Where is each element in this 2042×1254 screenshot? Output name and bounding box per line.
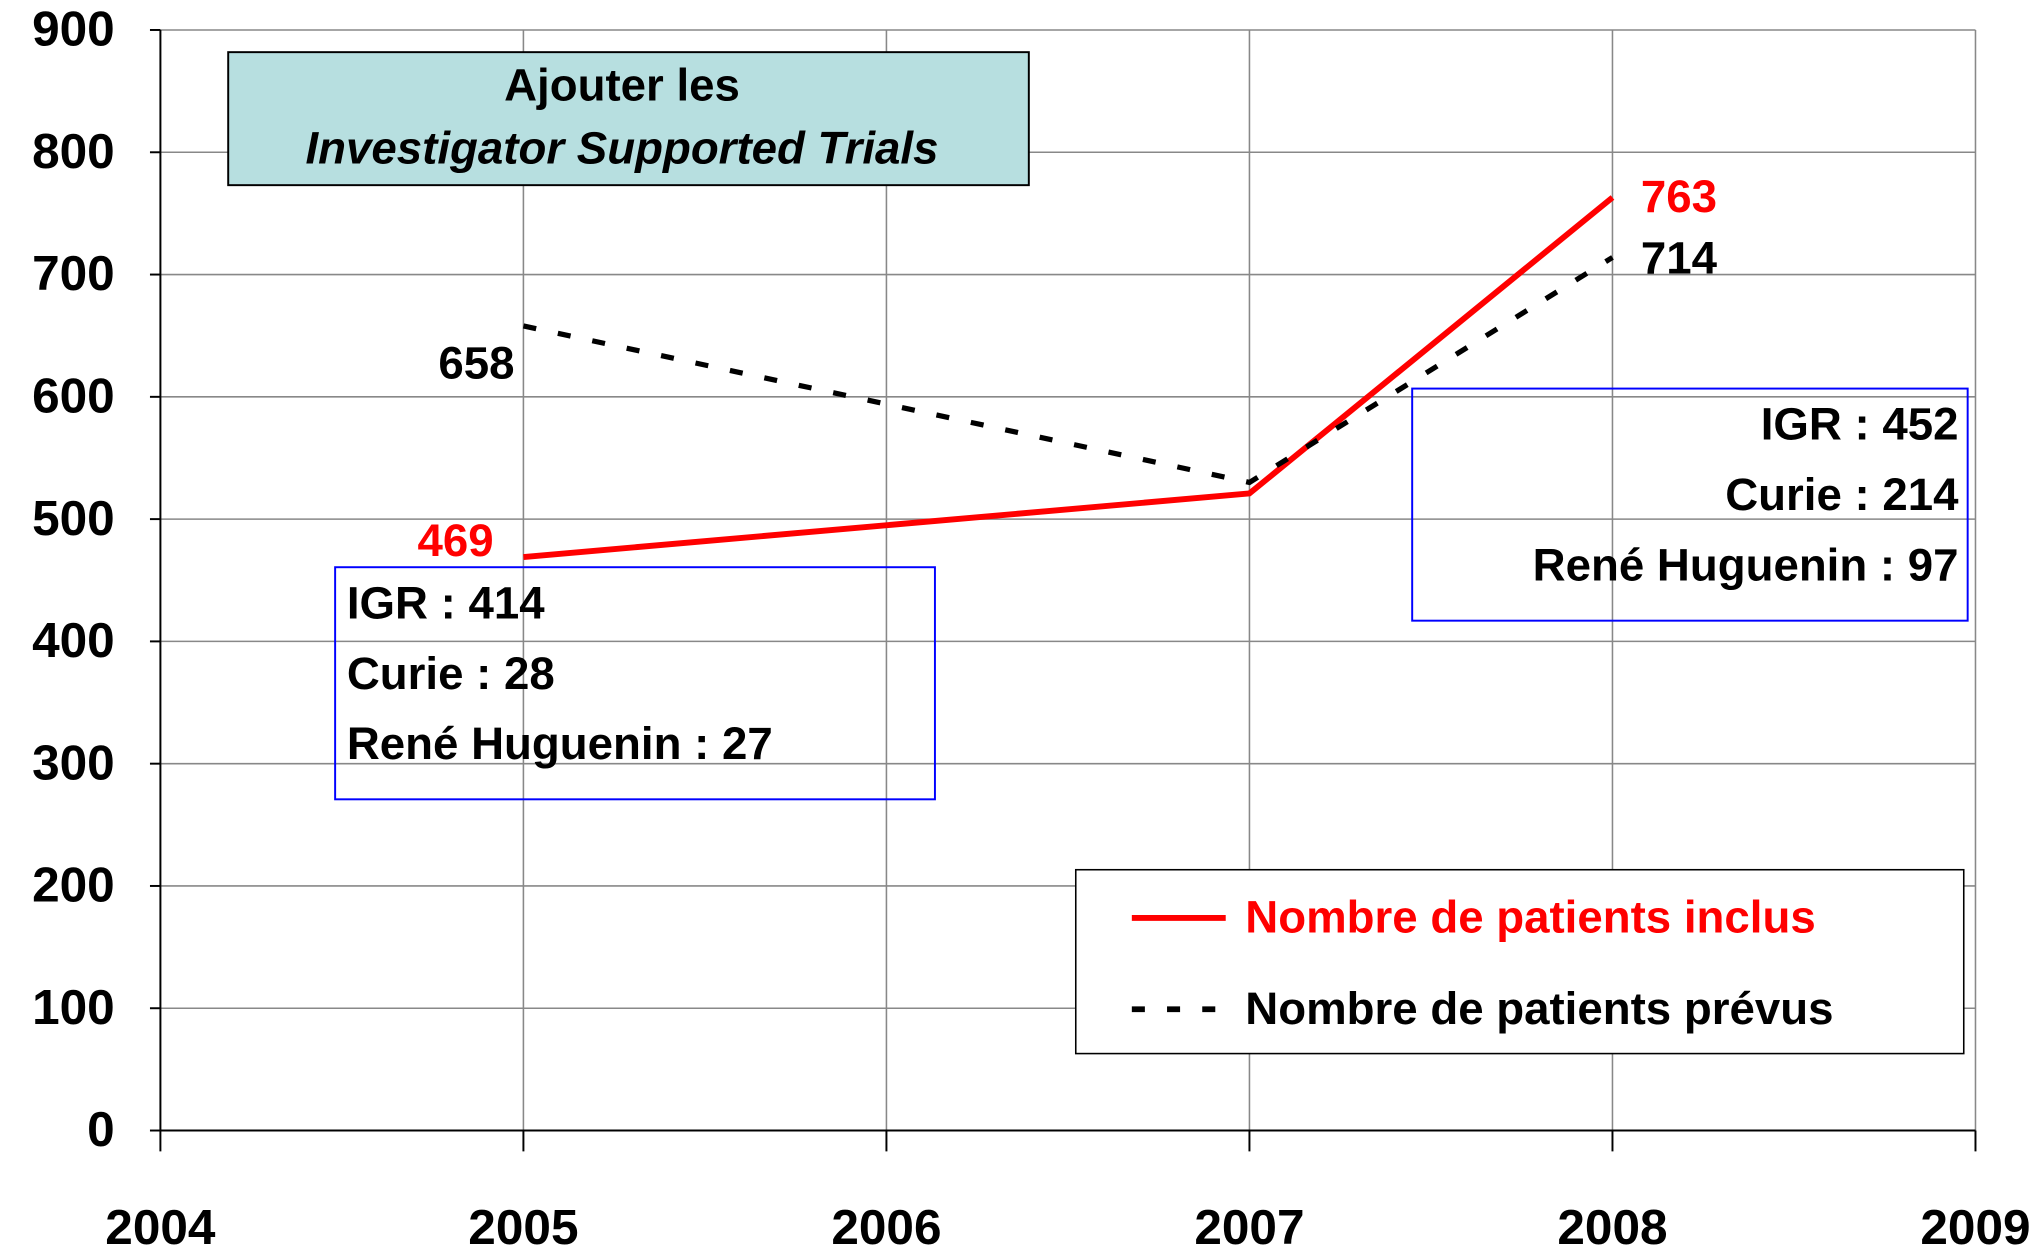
data-label: 763 (1641, 171, 1717, 222)
y-tick-label: 400 (32, 613, 115, 668)
annotation-text: IGR : 452 (1761, 399, 1959, 450)
y-tick-label: 900 (32, 2, 115, 57)
legend-label: Nombre de patients prévus (1245, 983, 1833, 1034)
series-line (522, 255, 1614, 486)
y-tick-label: 0 (87, 1102, 115, 1157)
legend-box (1074, 868, 1965, 1055)
data-label: 714 (1641, 232, 1718, 283)
y-tick-label: 200 (32, 858, 115, 913)
annotation-text: Ajouter les (504, 60, 740, 111)
x-tick-label: 2005 (468, 1200, 578, 1254)
y-tick-label: 600 (32, 369, 115, 424)
data-label: 658 (438, 337, 514, 388)
y-tick-label: 100 (32, 980, 115, 1035)
x-tick-label: 2004 (105, 1200, 216, 1254)
data-label: 469 (418, 515, 494, 566)
annotation-text: IGR : 414 (347, 577, 545, 628)
legend-label: Nombre de patients inclus (1245, 892, 1815, 943)
annotation-box (227, 51, 1030, 187)
annotation-text: Curie : 214 (1725, 469, 1959, 520)
annotation-box (334, 566, 936, 801)
annotation-text: Investigator Supported Trials (306, 122, 939, 173)
y-tick-label: 300 (32, 735, 115, 790)
annotation-text: René Huguenin : 27 (347, 718, 773, 769)
y-tick-label: 800 (32, 124, 115, 179)
y-tick-label: 700 (32, 246, 115, 301)
y-tick-label: 500 (32, 491, 115, 546)
x-tick-label: 2006 (831, 1200, 941, 1254)
x-tick-label: 2008 (1557, 1200, 1667, 1254)
annotation-box (1411, 387, 1969, 622)
annotation-text: Curie : 28 (347, 648, 555, 699)
x-tick-label: 2007 (1194, 1200, 1304, 1254)
series-line (523, 195, 1615, 560)
x-tick-label: 2009 (1920, 1200, 2030, 1254)
annotation-text: René Huguenin : 97 (1533, 540, 1959, 591)
